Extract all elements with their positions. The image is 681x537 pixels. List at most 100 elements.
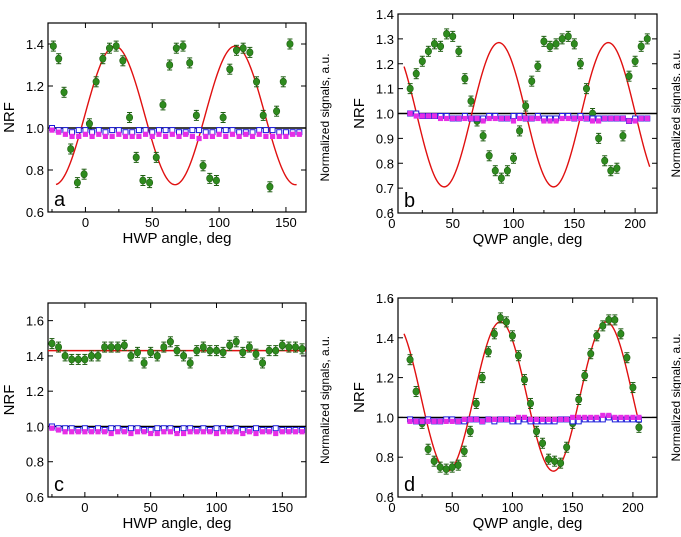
signal-point [636, 414, 642, 420]
nrf-point [81, 355, 89, 364]
signal-point [240, 430, 246, 437]
nrf-point [265, 346, 273, 355]
signal-point [246, 429, 252, 435]
y-tick-label: 1.4 [26, 37, 44, 52]
y-tick-label: 1.2 [26, 384, 44, 399]
reference-point [269, 127, 276, 134]
x-tick-label: 200 [624, 216, 646, 231]
y-tick-label: 1.2 [26, 79, 44, 94]
signal-point [462, 115, 468, 122]
y-tick-label: 1.4 [26, 349, 44, 364]
signal-point [608, 115, 614, 122]
nrf-point [48, 339, 56, 348]
signal-point [449, 418, 455, 424]
signal-point [216, 131, 222, 137]
nrf-point [478, 373, 486, 382]
signal-point [480, 118, 486, 124]
nrf-point [406, 84, 414, 93]
signal-point [96, 131, 102, 137]
signal-point [516, 115, 523, 122]
y-tick-label: 1.4 [376, 7, 394, 22]
y-tick-label: 0.6 [376, 490, 394, 505]
signal-point [529, 115, 535, 122]
signal-point [437, 418, 443, 424]
nrf-point [74, 355, 82, 364]
nrf-point [539, 439, 547, 448]
nrf-point [60, 88, 68, 97]
signal-point [455, 418, 461, 424]
right-axis-title: Normalized signals. a.u. [669, 49, 681, 177]
nrf-point [192, 111, 200, 120]
signal-point [509, 416, 516, 422]
nrf-point [514, 351, 522, 360]
nrf-point [139, 176, 147, 185]
signal-point [444, 115, 450, 122]
nrf-point [87, 352, 95, 360]
nrf-point [107, 343, 115, 351]
nrf-point [564, 32, 572, 41]
y-tick-label: 1.0 [376, 107, 394, 122]
signal-point [243, 131, 249, 137]
reference-point [213, 425, 220, 432]
signal-point [253, 430, 259, 437]
nrf-point [551, 457, 559, 466]
signal-point [273, 430, 279, 437]
signal-point [276, 133, 282, 139]
signal-point [55, 427, 62, 433]
reference-point [272, 425, 279, 432]
reference-point [510, 112, 517, 119]
nrf-point [266, 182, 274, 191]
y-tick-label: 1.6 [376, 291, 394, 306]
signal-point [486, 115, 492, 122]
nrf-point [259, 111, 267, 120]
signal-point [552, 416, 558, 422]
signal-point [576, 414, 582, 420]
signal-point [156, 131, 162, 137]
nrf-point [430, 39, 438, 48]
nrf-point [449, 32, 457, 41]
right-axis-title: Normalized signals, a.u. [669, 333, 681, 461]
x-tick-label: 100 [503, 216, 525, 231]
nrf-point [503, 166, 511, 175]
signal-point [128, 430, 134, 437]
signal-point [69, 429, 75, 435]
nrf-point [73, 178, 81, 187]
nrf-point [206, 346, 214, 355]
nrf-point [99, 54, 107, 63]
signal-point [49, 425, 55, 431]
reference-point [127, 425, 134, 432]
x-tick-label: 100 [208, 215, 230, 230]
signal-point [220, 429, 226, 435]
signal-point [187, 429, 193, 435]
y-axis-title: NRF [1, 102, 18, 133]
nrf-point [491, 166, 499, 175]
nrf-point [533, 427, 541, 436]
signal-point [588, 414, 594, 420]
signal-point [148, 430, 154, 437]
nrf-point [522, 102, 530, 110]
nrf-point [557, 459, 565, 468]
signal-point [565, 115, 571, 122]
nrf-point [516, 127, 524, 135]
nrf-point [575, 395, 583, 404]
signal-point [82, 429, 88, 435]
signal-point [109, 133, 115, 139]
reference-point [222, 127, 229, 134]
nrf-point [613, 164, 621, 173]
reference-point [75, 127, 82, 134]
y-tick-label: 1.3 [376, 32, 394, 47]
x-tick-label: 150 [563, 216, 585, 231]
signal-point [456, 115, 462, 122]
nrf-point [112, 42, 120, 50]
signal-point [209, 133, 216, 139]
nrf-point [496, 313, 504, 322]
nrf-point [424, 445, 432, 454]
x-axis-title: QWP angle, deg [473, 231, 583, 248]
signal-point [558, 416, 564, 422]
nrf-point [212, 346, 220, 355]
signal-point [102, 133, 109, 139]
nrf-point [540, 37, 548, 46]
nrf-point [273, 107, 281, 116]
x-tick-label: 150 [562, 500, 584, 515]
reference-point [196, 127, 203, 134]
